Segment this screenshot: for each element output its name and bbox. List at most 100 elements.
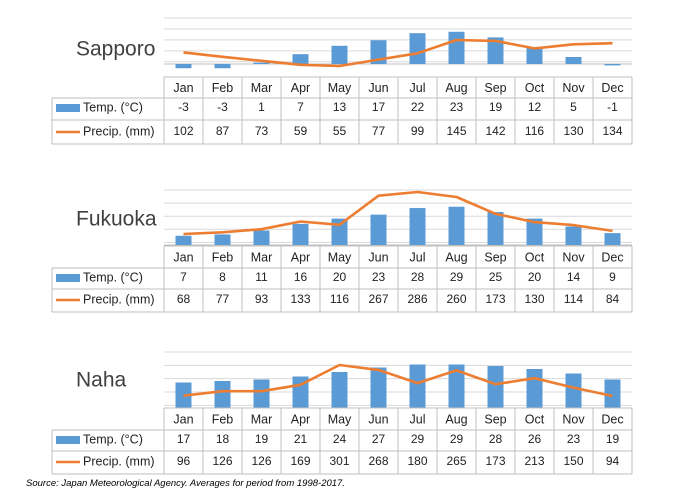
temp-value: 20 bbox=[333, 270, 347, 284]
temp-bar bbox=[253, 379, 270, 408]
month-label: Jun bbox=[368, 250, 388, 264]
month-label: Dec bbox=[601, 412, 623, 426]
month-label: Aug bbox=[445, 412, 467, 426]
month-label: Feb bbox=[212, 412, 234, 426]
precip-value: 116 bbox=[525, 124, 544, 138]
precip-value: 169 bbox=[290, 454, 310, 468]
month-label: Oct bbox=[525, 412, 545, 426]
month-label: Jul bbox=[410, 250, 426, 264]
precip-value: 102 bbox=[173, 124, 193, 138]
precip-line bbox=[183, 38, 613, 68]
temp-bar bbox=[604, 64, 621, 66]
precip-value: 267 bbox=[368, 292, 388, 306]
temp-value: 16 bbox=[294, 270, 308, 284]
temp-value: 19 bbox=[606, 432, 620, 446]
temp-bar bbox=[604, 233, 621, 245]
temp-value: 29 bbox=[411, 432, 425, 446]
temp-value: 13 bbox=[333, 100, 347, 114]
temp-value: 1 bbox=[258, 100, 265, 114]
precip-value: 73 bbox=[255, 124, 269, 138]
precip-value: 55 bbox=[333, 124, 347, 138]
temp-value: 28 bbox=[411, 270, 425, 284]
temp-value: 14 bbox=[567, 270, 581, 284]
precip-value: 260 bbox=[446, 292, 466, 306]
temp-legend-label: Temp. (°C) bbox=[83, 270, 143, 284]
temp-bar bbox=[175, 235, 192, 245]
precip-legend-label: Precip. (mm) bbox=[83, 454, 155, 468]
month-label: Sep bbox=[484, 250, 506, 264]
month-label: Apr bbox=[291, 81, 310, 95]
temp-bar bbox=[487, 366, 504, 408]
month-label: Oct bbox=[525, 81, 545, 95]
temp-value: 23 bbox=[372, 270, 386, 284]
month-label: Sep bbox=[484, 412, 506, 426]
month-label: Jul bbox=[410, 412, 426, 426]
month-label: Jan bbox=[173, 250, 193, 264]
chart-sapporo: Sapporo Jan -3 102 Feb -3 87 Mar 1 73 Apr 7 59 May 13 5… bbox=[51, 17, 633, 145]
temp-bar bbox=[253, 230, 270, 245]
month-label: Dec bbox=[601, 81, 623, 95]
temp-legend-swatch bbox=[56, 436, 80, 444]
temp-value: 29 bbox=[450, 270, 464, 284]
temp-bar bbox=[253, 62, 270, 64]
temp-bar bbox=[370, 367, 387, 408]
temp-value: -3 bbox=[178, 100, 189, 114]
temp-bar bbox=[526, 47, 543, 64]
month-label: Feb bbox=[212, 250, 234, 264]
precip-value: 268 bbox=[368, 454, 388, 468]
month-label: Jan bbox=[173, 81, 193, 95]
temp-value: 11 bbox=[255, 270, 268, 284]
chart-title: Sapporo bbox=[76, 38, 155, 61]
temp-value: 17 bbox=[177, 432, 191, 446]
precip-value: 173 bbox=[485, 292, 505, 306]
month-label: Nov bbox=[562, 81, 585, 95]
month-label: Aug bbox=[445, 81, 467, 95]
precip-value: 180 bbox=[407, 454, 427, 468]
temp-value: 5 bbox=[570, 100, 577, 114]
precip-value: 68 bbox=[177, 292, 191, 306]
temp-bar bbox=[331, 45, 348, 64]
month-label: Mar bbox=[251, 81, 273, 95]
temp-bar bbox=[214, 381, 231, 408]
temp-bar bbox=[409, 208, 426, 245]
precip-line bbox=[183, 190, 613, 236]
temp-value: 17 bbox=[372, 100, 386, 114]
precip-value: 301 bbox=[329, 454, 349, 468]
temp-bar bbox=[214, 234, 231, 245]
month-label: Aug bbox=[445, 250, 467, 264]
month-label: Oct bbox=[525, 250, 545, 264]
temp-value: 23 bbox=[567, 432, 581, 446]
precip-value: 77 bbox=[372, 124, 386, 138]
temp-bar bbox=[448, 206, 465, 245]
month-label: Apr bbox=[291, 250, 310, 264]
temp-legend-swatch bbox=[56, 274, 80, 282]
source-note: Source: Japan Meteorological Agency. Ave… bbox=[26, 478, 345, 489]
chart-naha: Naha Jan 17 96 Feb 18 126 Mar 19 126 Apr 21 169 May 24… bbox=[51, 351, 633, 475]
chart-title: Fukuoka bbox=[76, 208, 157, 231]
temp-bar bbox=[409, 33, 426, 64]
month-label: Jun bbox=[368, 412, 388, 426]
temp-bar bbox=[292, 223, 309, 245]
month-label: May bbox=[328, 412, 352, 426]
temp-bar bbox=[604, 379, 621, 408]
temp-value: 19 bbox=[489, 100, 503, 114]
temp-bar bbox=[331, 218, 348, 245]
temp-legend-swatch bbox=[56, 104, 80, 112]
precip-value: 286 bbox=[407, 292, 427, 306]
precip-value: 130 bbox=[524, 292, 544, 306]
month-label: May bbox=[328, 250, 352, 264]
precip-legend-label: Precip. (mm) bbox=[83, 124, 155, 138]
month-label: Mar bbox=[251, 412, 273, 426]
temp-value: 18 bbox=[216, 432, 230, 446]
month-label: Feb bbox=[212, 81, 234, 95]
temp-value: 27 bbox=[372, 432, 386, 446]
month-label: Jan bbox=[173, 412, 193, 426]
precip-line bbox=[183, 363, 613, 398]
precip-value: 116 bbox=[330, 292, 349, 306]
temp-bar bbox=[409, 364, 426, 408]
temp-value: 9 bbox=[609, 270, 616, 284]
temp-bar bbox=[214, 64, 231, 69]
temp-bar bbox=[370, 214, 387, 245]
temp-value: 12 bbox=[528, 100, 542, 114]
